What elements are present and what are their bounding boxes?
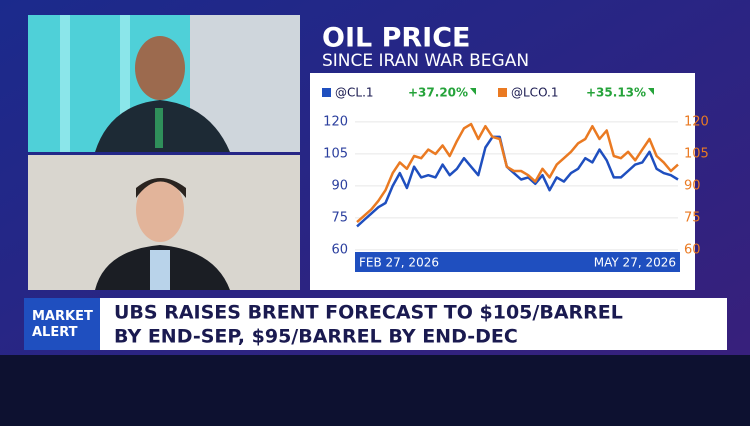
headline: UBS RAISES BRENT FORECAST TO $105/BARREL [114,302,623,324]
legend-change: +37.20% [408,86,468,100]
lower-band [0,355,750,422]
legend-swatch [322,88,331,97]
legend-change: +35.13% [586,86,646,100]
y2-tick-label: 75 [684,210,701,225]
headline: BY END-SEP, $95/BARREL BY END-DEC [114,326,518,348]
x-labels: FEB 27, 2026 MAY 27, 2026 [359,256,676,270]
video-top [28,15,300,152]
change-arrow [648,88,654,95]
x-tick-label: MAY 27, 2026 [594,256,676,270]
y-tick-label: 90 [331,178,348,193]
alert-tag-box [24,298,100,350]
plot: 60 75 90 105 120 60 75 90 105 120 @CL.1 +37.20% @LCO… [322,86,709,257]
alert-tag: MARKET ALERT [32,309,93,340]
legend-swatch [498,88,507,97]
y-tick-label: 60 [331,242,348,257]
y-tick-label: 120 [323,114,348,129]
chart-title: OIL PRICE [322,23,471,54]
legend-label: @CL.1 [335,86,374,100]
y-tick-label: 75 [331,210,348,225]
series-line [356,122,679,224]
series-line [356,135,679,228]
x-tick-label: FEB 27, 2026 [359,256,439,270]
y2-tick-label: 60 [684,242,701,257]
y2-tick-label: 105 [684,146,709,161]
y2-tick-label: 120 [684,114,709,129]
headline-box [100,298,727,350]
change-arrow [470,88,476,95]
chart-subtitle: SINCE IRAN WAR BEGAN [322,51,529,71]
date-bar [355,252,680,272]
y2-tick-label: 90 [684,178,701,193]
y-tick-label: 105 [323,146,348,161]
video-bottom [28,155,300,290]
legend-label: @LCO.1 [511,86,558,100]
